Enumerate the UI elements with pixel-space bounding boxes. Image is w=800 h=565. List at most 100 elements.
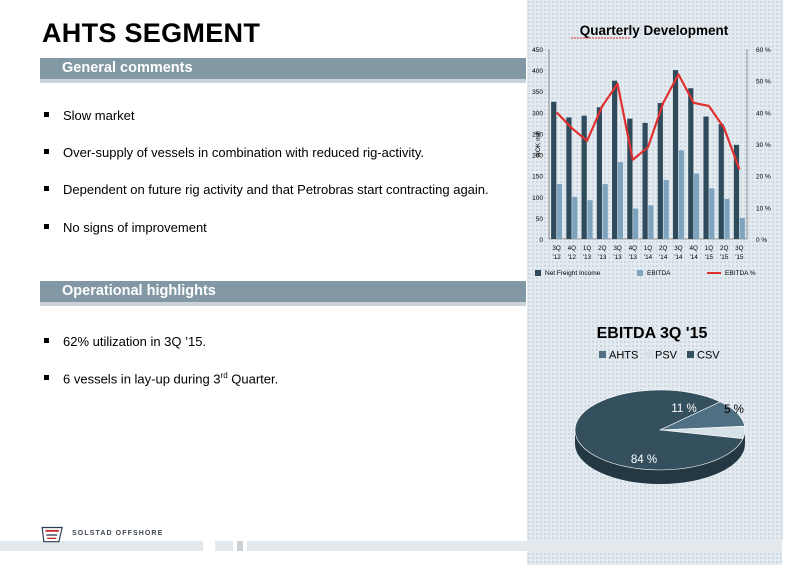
pie-data-label-ahts: 11 % <box>671 403 696 415</box>
general-comments-heading: General comments <box>62 60 193 76</box>
ebitda-bar <box>633 208 639 239</box>
y-tick-label: 300 <box>532 110 543 117</box>
pie-data-label-psv: 5 % <box>724 404 744 416</box>
x-tick-label-year: '14 <box>690 254 699 261</box>
footer-bar-gap-2 <box>233 541 247 551</box>
legend-label-ebitda: EBITDA <box>647 270 671 277</box>
y2-tick-label: 40 % <box>756 110 771 117</box>
pie-title: EBITDA 3Q '15 <box>597 325 708 342</box>
ebitda-bar <box>678 150 684 239</box>
legend-swatch-csv <box>687 351 694 358</box>
chart-title: Quarterly Development <box>580 23 729 38</box>
solstad-flag-logo-icon <box>41 526 63 543</box>
operational-bullet-1: 62% utilization in 3Q ’15. <box>44 334 206 349</box>
operational-bullet-2-superscript: rd <box>220 371 228 380</box>
legend-swatch-psv <box>645 351 652 358</box>
legend-label-net-freight-income: Net Freight Income <box>545 270 601 277</box>
general-comments-header-shadow <box>40 79 526 83</box>
y2-tick-label: 50 % <box>756 79 771 86</box>
legend-label-ebitda-percent: EBITDA % <box>725 270 756 277</box>
ebitda-bar <box>693 173 700 239</box>
y2-tick-label: 20 % <box>756 174 771 181</box>
y-tick-label: 200 <box>532 153 543 160</box>
footer-bar-block <box>237 541 243 551</box>
net-freight-income-bar <box>688 88 694 240</box>
pie-slice-csv <box>574 389 744 471</box>
bullet-square-icon <box>44 112 49 118</box>
x-tick-label-year: '14 <box>674 254 683 261</box>
general-comments-header: General comments <box>40 58 526 83</box>
x-tick-label-quarter: 3Q <box>674 245 683 252</box>
net-freight-income-bar <box>657 103 663 240</box>
operational-highlights-header-shadow <box>40 302 526 306</box>
ebitda-bar <box>663 179 669 239</box>
operational-bullet-1-text: 62% utilization in 3Q ’15. <box>63 334 207 349</box>
general-bullet-2: Over-supply of vessels in combination wi… <box>44 145 424 160</box>
ebitda-bar <box>602 184 608 239</box>
ebitda-bar <box>617 162 624 239</box>
ebitda-bar <box>724 198 730 239</box>
general-bullet-1: Slow market <box>44 108 135 123</box>
x-tick-label-quarter: 2Q <box>659 245 668 252</box>
x-tick-label-year: '14 <box>659 254 668 261</box>
bullet-square-icon <box>44 224 49 230</box>
operational-highlights-header: Operational highlights <box>40 281 526 306</box>
ebitda-bar <box>572 196 578 239</box>
ebitda-bar <box>709 188 715 239</box>
x-tick-label-quarter: 4Q <box>689 245 698 252</box>
right-margin-divider <box>782 0 783 540</box>
legend-swatch-net-freight-income <box>535 270 541 276</box>
ebitda-bar <box>556 184 563 239</box>
pie-data-label-csv: 84 % <box>631 454 657 466</box>
x-tick-label-year: '13 <box>583 254 592 261</box>
x-tick-label-year: '15 <box>735 254 744 261</box>
y2-tick-label: 10 % <box>756 205 771 212</box>
bullet-square-icon <box>44 338 49 344</box>
x-tick-label-year: '12 <box>568 254 577 261</box>
net-freight-income-bar <box>612 80 618 240</box>
y2-tick-label: 30 % <box>756 142 771 149</box>
x-tick-label-year: '14 <box>644 254 653 261</box>
x-tick-label-quarter: 2Q <box>720 245 729 252</box>
legend-label-ahts: AHTS <box>609 350 638 362</box>
net-freight-income-bar <box>733 144 740 239</box>
legend-label-psv: PSV <box>655 350 678 362</box>
quarterly-development-chart: Quarterly Development 0 50 100 150 200 250 300 3… <box>532 23 771 277</box>
legend-label-csv: CSV <box>697 350 720 362</box>
x-tick-label-year: '15 <box>720 254 729 261</box>
y-tick-label: 350 <box>532 89 543 96</box>
x-tick-label-year: '15 <box>705 254 714 261</box>
net-freight-income-bar <box>551 101 557 240</box>
ebitda-percent-line <box>555 73 741 170</box>
general-bullet-4-text: No signs of improvement <box>63 220 207 235</box>
net-freight-income-bar <box>627 118 633 239</box>
net-freight-income-bar <box>596 107 603 240</box>
ebitda-bar <box>739 217 745 239</box>
chart-panel-background <box>527 0 782 565</box>
y-tick-label: 50 <box>536 216 544 223</box>
company-logo-text: SOLSTAD OFFSHORE <box>72 530 164 537</box>
x-tick-label-quarter: 1Q <box>705 245 714 252</box>
operational-highlights-heading: Operational highlights <box>62 283 216 299</box>
operational-bullet-2-suffix: Quarter. <box>227 371 279 387</box>
x-tick-label-year: '12 <box>553 254 562 261</box>
y-tick-label: 150 <box>532 174 543 181</box>
y-tick-label: 450 <box>532 47 543 54</box>
operational-bullet-2: 6 vessels in lay-up during 3rd Quarter. <box>44 371 278 386</box>
y2-tick-label: 0 % <box>756 237 767 244</box>
y-axis-label: NOK mill <box>535 131 542 157</box>
pie-side-wall <box>575 430 745 484</box>
x-tick-label-quarter: 3Q <box>613 245 622 252</box>
net-freight-income-bar <box>642 122 648 239</box>
x-tick-label-quarter: 3Q <box>552 245 561 252</box>
net-freight-income-bar <box>672 70 679 239</box>
general-bullet-2-text: Over-supply of vessels in combination wi… <box>63 145 425 160</box>
footer-bar <box>0 541 782 551</box>
net-freight-income-bar <box>703 116 709 239</box>
general-bullet-3-text: Dependent on future rig activity and tha… <box>63 182 489 197</box>
bullet-square-icon <box>44 375 49 381</box>
x-tick-label-quarter: 4Q <box>629 245 638 252</box>
bullet-square-icon <box>44 186 49 192</box>
x-tick-label-quarter: 2Q <box>598 245 607 252</box>
operational-bullet-2-text: 6 vessels in lay-up during 3 <box>63 371 221 387</box>
